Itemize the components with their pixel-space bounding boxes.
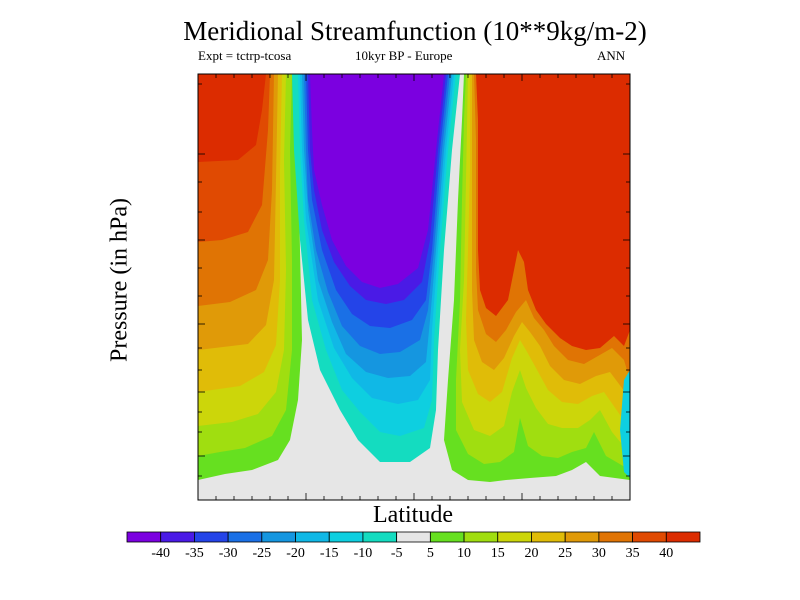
colorbar-tick-label: -35 bbox=[185, 546, 204, 561]
colorbar-tick-label: -25 bbox=[252, 546, 271, 561]
colorbar-tick-label: 15 bbox=[491, 546, 505, 561]
colorbar-labels: -40 -35 -30 -25 -20 -15 -10 -5 5 10 15 20 25 30 35 40 bbox=[151, 546, 673, 561]
colorbar-tick-label: -15 bbox=[320, 546, 339, 561]
colorbar-tick-label: -10 bbox=[354, 546, 373, 561]
colorbar-box bbox=[429, 531, 465, 543]
colorbar-tick-label: 30 bbox=[592, 546, 606, 561]
colorbar-box bbox=[598, 531, 633, 543]
colorbar-box bbox=[328, 531, 364, 543]
colorbar-box bbox=[227, 531, 263, 543]
colorbar-box bbox=[261, 531, 296, 543]
contour-field bbox=[198, 74, 630, 500]
colorbar-box bbox=[665, 531, 701, 543]
left-cell-max bbox=[198, 74, 266, 162]
colorbar-box bbox=[396, 531, 431, 543]
colorbar-tick-label: 5 bbox=[427, 546, 434, 561]
colorbar-box bbox=[564, 531, 600, 543]
colorbar-tick-label: 35 bbox=[626, 546, 640, 561]
colorbar-tick-label: -40 bbox=[151, 546, 170, 561]
colorbar-tick-label: -20 bbox=[286, 546, 305, 561]
colorbar-tick-label: 25 bbox=[558, 546, 572, 561]
colorbar-box bbox=[362, 531, 398, 543]
colorbar-box bbox=[194, 531, 229, 543]
right-cell-max bbox=[476, 74, 630, 350]
colorbar-box bbox=[531, 531, 566, 543]
colorbar-box bbox=[497, 531, 532, 543]
central-cell-minus40 bbox=[310, 74, 444, 288]
colorbar-box bbox=[463, 531, 499, 543]
period-label: 10kyr BP - Europe bbox=[355, 48, 453, 63]
colorbar-tick-label: 10 bbox=[457, 546, 471, 561]
colorbar-box bbox=[295, 531, 330, 543]
colorbar-box bbox=[632, 531, 667, 543]
colorbar-box bbox=[160, 531, 195, 543]
colorbar-boxes bbox=[126, 531, 701, 543]
chart-title: Meridional Streamfunction (10**9kg/m-2) bbox=[183, 16, 647, 46]
colorbar-tick-label: 40 bbox=[659, 546, 673, 561]
plot-frame bbox=[197, 73, 631, 501]
x-axis-label: Latitude bbox=[373, 502, 453, 528]
y-ticks bbox=[198, 83, 630, 477]
season-label: ANN bbox=[597, 48, 626, 63]
colorbar-box bbox=[126, 531, 162, 543]
colorbar-tick-label: 20 bbox=[524, 546, 538, 561]
experiment-label: Expt = tctrp-tcosa bbox=[198, 48, 292, 63]
colorbar-tick-label: -5 bbox=[391, 546, 403, 561]
right-edge-negative bbox=[620, 370, 630, 478]
x-ticks bbox=[197, 74, 631, 500]
colorbar-tick-label: -30 bbox=[219, 546, 238, 561]
